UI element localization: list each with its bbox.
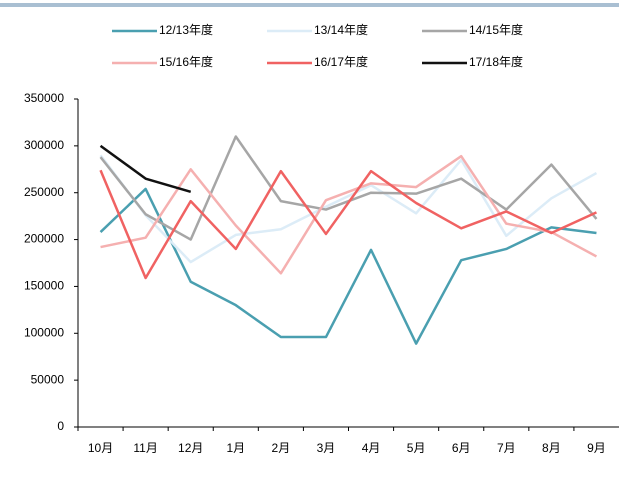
series-line <box>99 187 597 345</box>
x-tick-label: 4月 <box>362 441 381 455</box>
y-tick-label: 150000 <box>24 279 64 293</box>
x-tick-label: 12月 <box>178 441 203 455</box>
x-tick-label: 7月 <box>497 441 516 455</box>
legend-label: 13/14年度 <box>314 22 368 37</box>
y-tick-label: 300000 <box>24 138 64 152</box>
x-tick-label: 2月 <box>272 441 291 455</box>
x-tick-label: 1月 <box>226 441 245 455</box>
legend-label: 15/16年度 <box>159 54 213 69</box>
legend-label: 17/18年度 <box>469 54 523 69</box>
series-line <box>99 144 192 193</box>
y-tick-label: 200000 <box>24 232 64 246</box>
y-tick-label: 100000 <box>24 325 64 339</box>
series-line <box>99 154 598 264</box>
legend-label: 14/15年度 <box>469 22 523 37</box>
legend-label: 12/13年度 <box>159 22 213 37</box>
x-tick-label: 11月 <box>133 441 157 455</box>
x-tick-label: 10月 <box>88 441 113 455</box>
y-tick-label: 250000 <box>24 185 64 199</box>
y-tick-label: 350000 <box>24 91 64 105</box>
x-tick-label: 9月 <box>587 441 606 455</box>
x-tick-label: 5月 <box>407 441 426 455</box>
y-tick-label: 0 <box>57 419 64 433</box>
x-tick-label: 8月 <box>542 441 561 455</box>
series-line <box>99 169 597 280</box>
legend-label: 16/17年度 <box>314 54 368 69</box>
top-border <box>0 3 619 7</box>
x-tick-label: 6月 <box>452 441 471 455</box>
series-line <box>100 154 598 275</box>
y-tick-label: 50000 <box>31 372 65 386</box>
x-tick-label: 3月 <box>317 441 336 455</box>
